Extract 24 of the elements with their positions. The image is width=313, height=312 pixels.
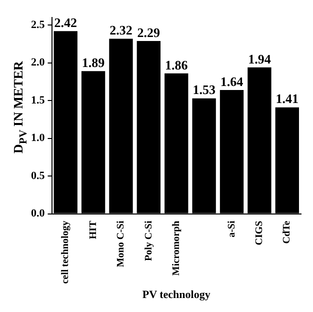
x-tick-label: Mono C-Si (116, 220, 127, 268)
x-tick-label: Poly C-Si (143, 220, 154, 262)
x-axis-title: PV technology (142, 289, 211, 302)
data-label: 1.53 (192, 82, 216, 98)
y-tick-label: 2.5 (31, 18, 46, 31)
x-tick-label: CIGS (254, 220, 266, 246)
x-tick-label: Micromorph (170, 220, 182, 276)
y-tick-label: 1.5 (31, 94, 46, 106)
y-tick-label: 1.0 (31, 132, 46, 144)
y-tick-label: 0.5 (31, 170, 46, 182)
y-tick-label: 0.0 (31, 208, 46, 220)
x-tick-label: cell technology (60, 220, 72, 284)
data-label: 2.42 (54, 15, 77, 30)
x-tick-label: a-Si (226, 220, 238, 238)
data-label: 1.86 (165, 57, 188, 72)
x-tick-label: HIT (88, 220, 99, 240)
y-tick-label: 2.0 (31, 56, 46, 69)
x-tick-label: CdTe (282, 220, 293, 244)
data-label: 2.32 (110, 22, 132, 38)
data-label: 1.89 (82, 55, 106, 70)
data-label: 1.64 (220, 74, 244, 89)
data-label: 1.41 (276, 91, 299, 106)
data-label: 1.94 (248, 51, 272, 66)
data-label: 2.29 (137, 24, 161, 40)
